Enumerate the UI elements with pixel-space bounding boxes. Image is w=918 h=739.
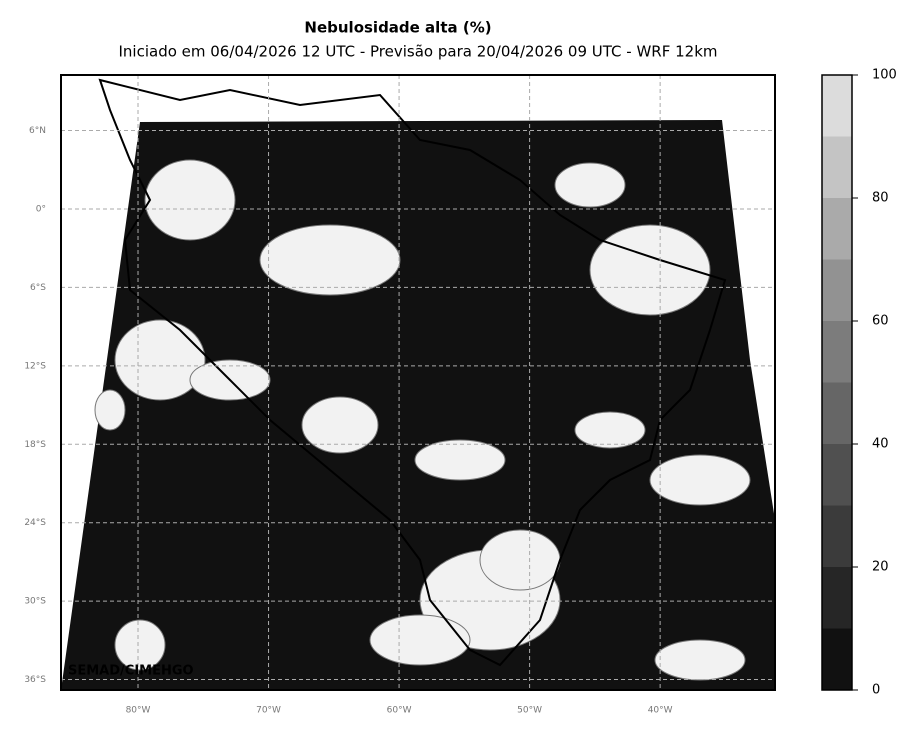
coastline [98,78,727,667]
colorbar-band [822,75,852,137]
colorbar-band [822,505,852,567]
subtitle: Iniciado em 06/04/2026 12 UTC - Previsão… [118,43,717,61]
colorbar-tick-label: 0 [872,683,880,698]
lat-label: 12°S [24,361,46,371]
lon-label: 70°W [256,706,281,716]
colorbar-tick-label: 80 [872,191,889,206]
lat-label: 0° [36,204,46,214]
lat-label: 18°S [24,440,46,450]
colorbar-band [822,628,852,690]
colorbar-tick-label: 40 [872,437,889,452]
credit: SEMAD/CIMEHGO [68,664,194,679]
colorbar-tick-label: 100 [872,68,897,83]
graticule: 6°N 0° 6°S 12°S 18°S 24°S 30°S 36°S 80°W 70°W 60°W… [24,75,775,716]
lon-label: 40°W [648,706,673,716]
cloud-patches [94,159,751,681]
colorbar-band [822,382,852,444]
colorbar-tick-label: 60 [872,314,889,329]
colorbar-tick-label: 20 [872,560,889,575]
lat-label: 36°S [24,675,46,685]
lat-label: 6°N [29,126,46,136]
colorbar-frame [821,74,853,691]
colorbar-band [822,567,852,629]
title: Nebulosidade alta (%) [304,19,491,37]
colorbar-band [822,136,852,198]
lat-label: 24°S [24,518,46,528]
colorbar-band [822,321,852,383]
colorbar-band [822,198,852,260]
map-frame [60,74,776,691]
lon-label: 60°W [387,706,412,716]
colorbar-band [822,444,852,506]
colorbar-band [822,259,852,321]
lon-label: 50°W [517,706,542,716]
colorbar: 0 20 40 60 80 100 [821,68,897,698]
map-field [61,75,775,690]
lat-label: 30°S [24,597,46,607]
lat-label: 6°S [30,283,46,293]
lon-label: 80°W [126,706,151,716]
